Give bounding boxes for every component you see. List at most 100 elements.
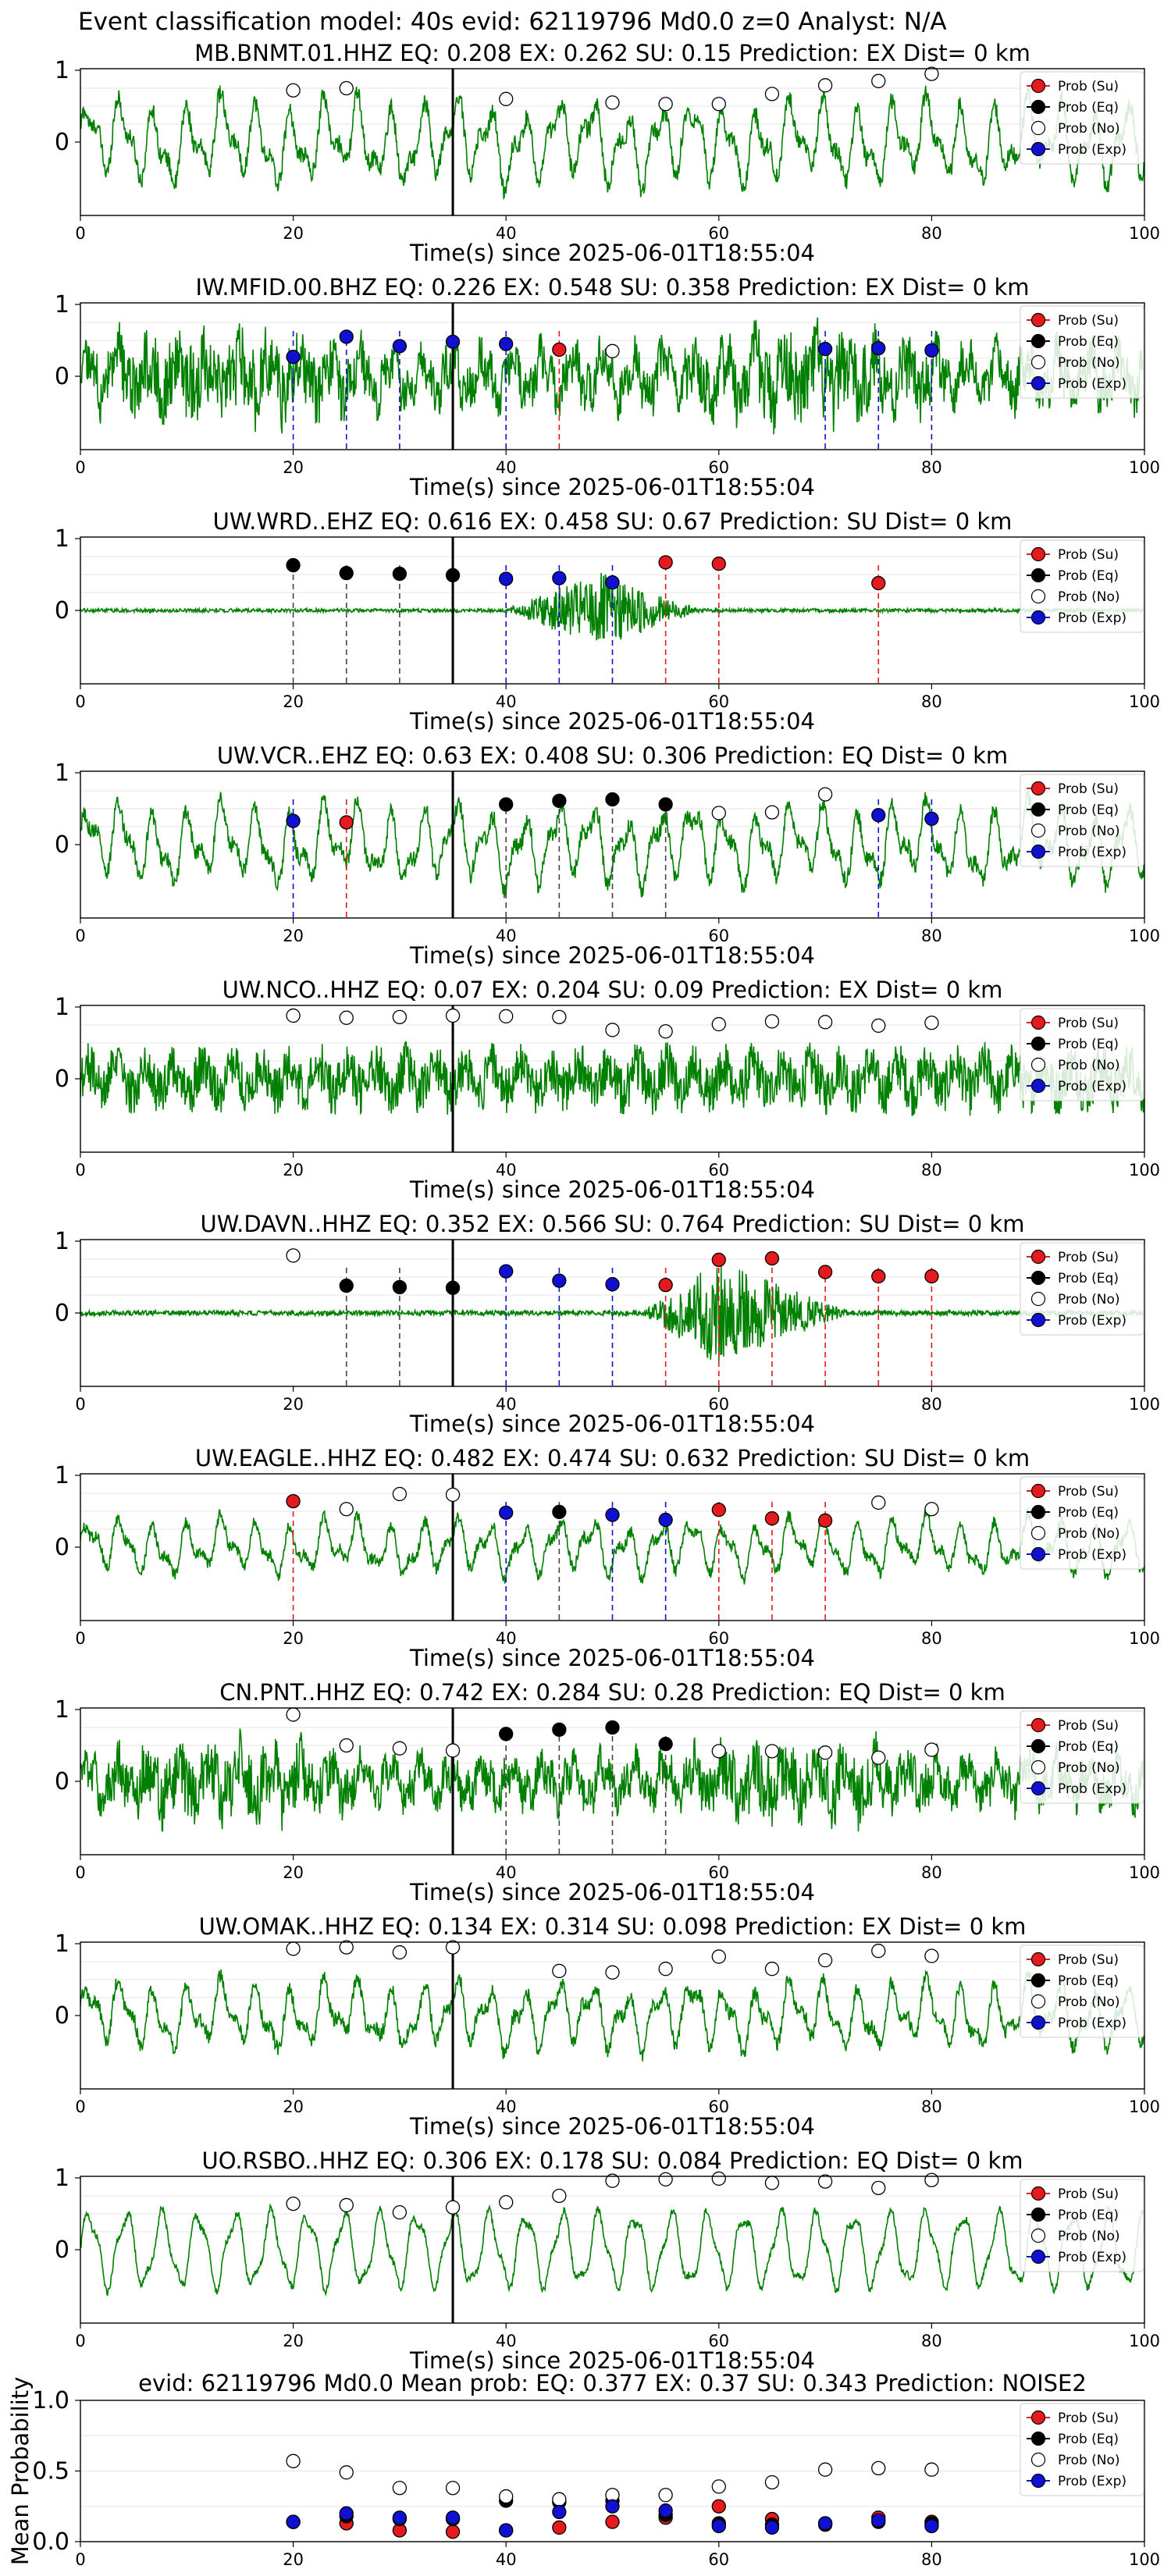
y-axis-label: Mean Probability [7, 2377, 34, 2566]
prob-point-exp [552, 1273, 567, 1288]
legend-label: Prob (Eq) [1058, 568, 1119, 584]
legend-label: Prob (Exp) [1058, 142, 1127, 158]
x-tick-label: 40 [496, 1863, 517, 1882]
legend-label: Prob (No) [1058, 824, 1120, 839]
prob-point-su [711, 557, 726, 571]
prob-point-no [764, 2176, 780, 2190]
prob-point-no [499, 1009, 514, 1024]
prob-point-no [445, 1008, 461, 1023]
legend-label: Prob (Su) [1058, 547, 1119, 563]
mean-point-su [445, 2524, 461, 2539]
mean-point-su [711, 2499, 726, 2514]
prob-point-eq [605, 1720, 620, 1735]
x-tick-label: 80 [921, 1863, 942, 1882]
x-tick-label: 20 [283, 1629, 304, 1648]
prob-point-exp [605, 575, 620, 590]
x-tick-label: 20 [283, 2332, 304, 2350]
prob-point-no [871, 1018, 886, 1034]
prob-point-no [392, 2205, 408, 2220]
x-tick-label: 60 [708, 224, 729, 243]
prob-point-no [605, 343, 620, 358]
legend-marker-su [1030, 1249, 1046, 1265]
prob-point-eq [339, 566, 354, 581]
prob-point-no [445, 1487, 461, 1502]
prob-point-no [392, 1741, 408, 1756]
legend-marker-su [1030, 1015, 1046, 1030]
prob-point-no [499, 91, 514, 106]
legend-marker-eq [1030, 1504, 1046, 1520]
prob-point-no [871, 1944, 886, 1959]
x-axis-label: Time(s) since 2025-06-01T18:55:04 [409, 474, 815, 500]
x-tick-label: 0 [75, 458, 85, 477]
panel-10: UO.RSBO..HHZ EQ: 0.306 EX: 0.178 SU: 0.0… [55, 2147, 1160, 2374]
prob-point-no [711, 1949, 726, 1964]
prob-point-no [764, 87, 780, 101]
prob-point-su [711, 1503, 726, 1517]
mean-point-no [392, 2481, 408, 2496]
prob-point-exp [605, 1507, 620, 1522]
panel-title: UW.VCR..EHZ EQ: 0.63 EX: 0.408 SU: 0.306… [217, 742, 1008, 769]
mean-point-exp [552, 2504, 567, 2520]
prob-point-no [286, 1941, 301, 1956]
y-tick-label: 0 [55, 1534, 69, 1561]
prob-point-exp [286, 350, 301, 365]
prob-point-exp [924, 343, 939, 358]
legend-marker-exp [1030, 2249, 1046, 2265]
mean-point-exp [499, 2523, 514, 2538]
prob-point-no [605, 1965, 620, 1980]
legend-marker-eq [1030, 1738, 1046, 1754]
y-tick-label: 0 [55, 2236, 69, 2264]
legend-label: Prob (Eq) [1058, 2208, 1119, 2223]
mean-point-no [924, 2462, 939, 2477]
legend-label: Prob (Eq) [1058, 2432, 1119, 2447]
y-tick-label: 1 [55, 994, 69, 1021]
x-tick-label: 80 [921, 2550, 942, 2569]
prob-point-no [339, 80, 354, 96]
prob-point-eq [392, 566, 408, 582]
x-tick-label: 0 [75, 692, 85, 711]
legend-marker-su [1030, 2410, 1046, 2425]
legend-label: Prob (Eq) [1058, 1505, 1119, 1521]
prob-point-no [605, 1023, 620, 1037]
waveform-trace [80, 1728, 1144, 1832]
legend-marker-no [1030, 354, 1046, 370]
prob-point-su [286, 1493, 301, 1509]
x-tick-label: 100 [1129, 2097, 1160, 2116]
prob-point-no [499, 2195, 514, 2210]
prob-point-su [711, 1252, 726, 1268]
prob-point-exp [605, 1277, 620, 1292]
x-tick-label: 0 [75, 927, 85, 945]
prob-point-eq [445, 568, 461, 583]
legend-marker-no [1030, 1291, 1046, 1307]
prob-point-eq [658, 797, 673, 812]
y-tick-label: 0 [55, 129, 69, 156]
prob-point-su [924, 1268, 939, 1284]
y-tick-label: 1 [55, 1930, 69, 1958]
legend-marker-exp [1030, 610, 1046, 625]
legend-label: Prob (Su) [1058, 1484, 1119, 1500]
x-axis-label: Time(s) since 2025-06-01T18:55:04 [409, 942, 815, 969]
x-axis-label: Time(s) since 2025-06-01T18:55:04 [409, 708, 815, 735]
y-tick-label: 1 [55, 1228, 69, 1255]
prob-point-no [658, 1962, 673, 1976]
mean-point-exp [339, 2506, 354, 2521]
prob-point-no [924, 2172, 939, 2187]
mean-point-no [817, 2462, 833, 2477]
legend-marker-exp [1030, 141, 1046, 157]
mean-point-exp [764, 2520, 780, 2535]
mean-point-no [286, 2453, 301, 2468]
x-tick-label: 80 [921, 1629, 942, 1648]
prob-point-no [764, 805, 780, 820]
waveform-trace [80, 2203, 1144, 2297]
mean-point-no [445, 2481, 461, 2496]
prob-point-no [339, 1940, 354, 1955]
legend-label: Prob (Exp) [1058, 1313, 1127, 1329]
legend-label: Prob (No) [1058, 121, 1120, 137]
mean-point-no [871, 2460, 886, 2476]
x-axis-label: Time(s) since 2025-06-01T18:55:04 [409, 2113, 815, 2140]
waveform-trace [80, 84, 1144, 201]
prob-point-no [658, 97, 673, 112]
mean-point-no [499, 2489, 514, 2504]
legend-label: Prob (Eq) [1058, 802, 1119, 818]
